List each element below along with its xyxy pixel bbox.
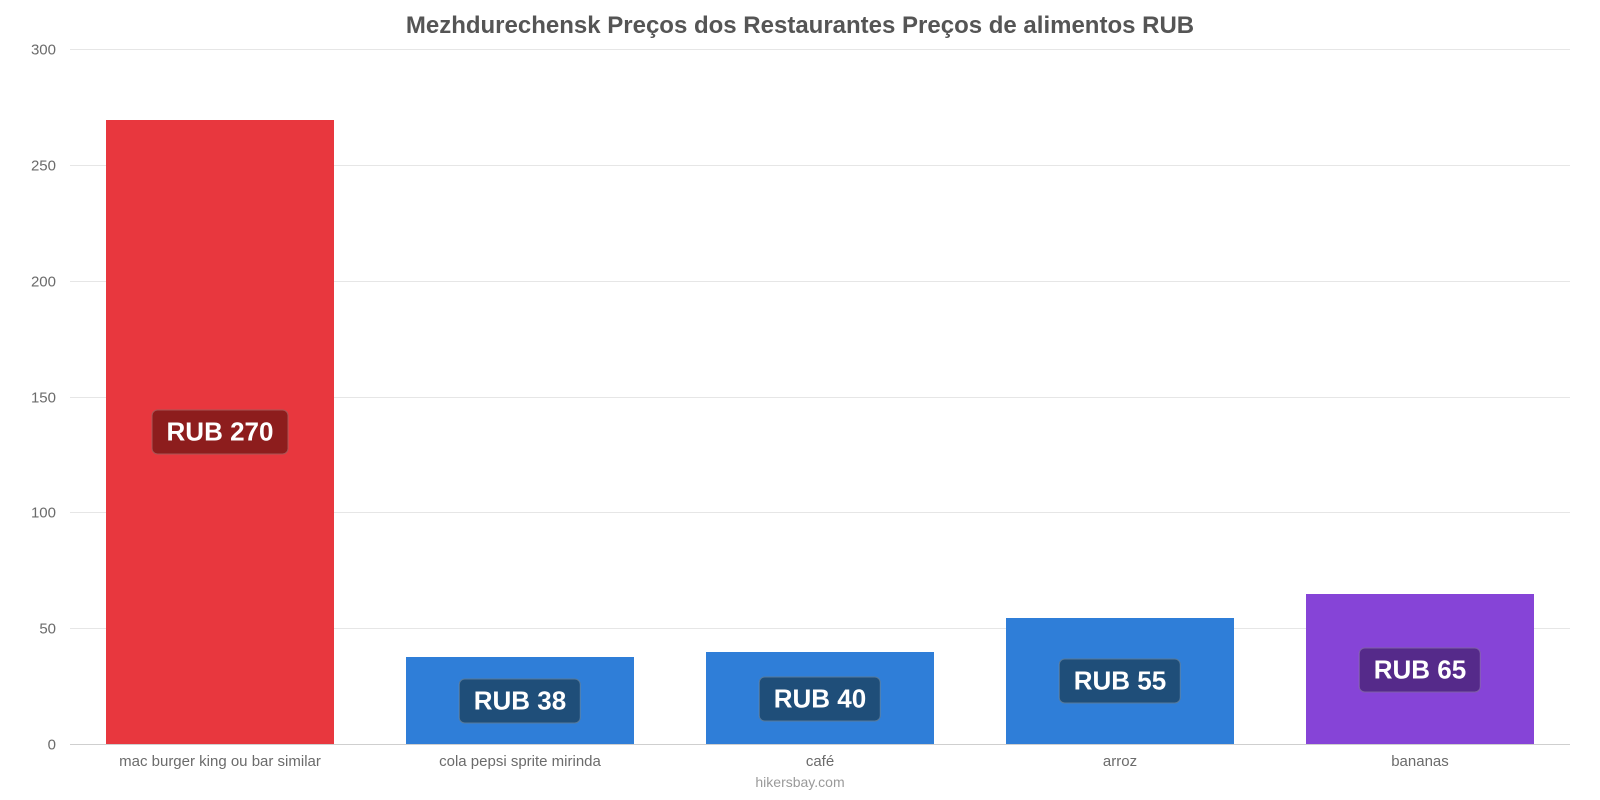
bar: RUB 55 bbox=[1006, 618, 1234, 745]
value-badge: RUB 38 bbox=[459, 678, 581, 723]
bar: RUB 65 bbox=[1306, 594, 1534, 745]
bar-slot: RUB 65 bbox=[1270, 50, 1570, 745]
value-badge: RUB 65 bbox=[1359, 647, 1481, 692]
y-tick-label: 300 bbox=[31, 42, 56, 59]
bars-container: RUB 270 RUB 38 RUB 40 RUB 55 RUB 65 bbox=[70, 50, 1570, 745]
bar-slot: RUB 38 bbox=[370, 50, 670, 745]
plot-area: 050100150200250300 RUB 270RUB 38RUB 40RU… bbox=[70, 50, 1570, 745]
bar: RUB 40 bbox=[706, 652, 934, 745]
x-axis-label: arroz bbox=[970, 753, 1270, 770]
y-tick-label: 50 bbox=[39, 621, 56, 638]
value-badge: RUB 270 bbox=[152, 410, 289, 455]
bar-slot: RUB 40 bbox=[670, 50, 970, 745]
bar-slot: RUB 270 bbox=[70, 50, 370, 745]
chart-footer: hikersbay.com bbox=[0, 770, 1600, 800]
value-badge: RUB 40 bbox=[759, 676, 881, 721]
y-tick-label: 100 bbox=[31, 505, 56, 522]
y-tick-label: 0 bbox=[48, 737, 56, 754]
bar: RUB 38 bbox=[406, 657, 634, 745]
x-axis-label: cola pepsi sprite mirinda bbox=[370, 753, 670, 770]
y-tick-label: 150 bbox=[31, 389, 56, 406]
x-axis-label: mac burger king ou bar similar bbox=[70, 753, 370, 770]
x-axis-label: café bbox=[670, 753, 970, 770]
value-badge: RUB 55 bbox=[1059, 659, 1181, 704]
x-axis-line bbox=[70, 744, 1570, 745]
y-tick-label: 250 bbox=[31, 157, 56, 174]
x-axis-labels: mac burger king ou bar similarcola pepsi… bbox=[70, 753, 1570, 770]
chart-title: Mezhdurechensk Preços dos Restaurantes P… bbox=[0, 0, 1600, 40]
bar-slot: RUB 55 bbox=[970, 50, 1270, 745]
price-bar-chart: Mezhdurechensk Preços dos Restaurantes P… bbox=[0, 0, 1600, 800]
x-axis-label: bananas bbox=[1270, 753, 1570, 770]
bar: RUB 270 bbox=[106, 120, 334, 746]
y-tick-label: 200 bbox=[31, 273, 56, 290]
